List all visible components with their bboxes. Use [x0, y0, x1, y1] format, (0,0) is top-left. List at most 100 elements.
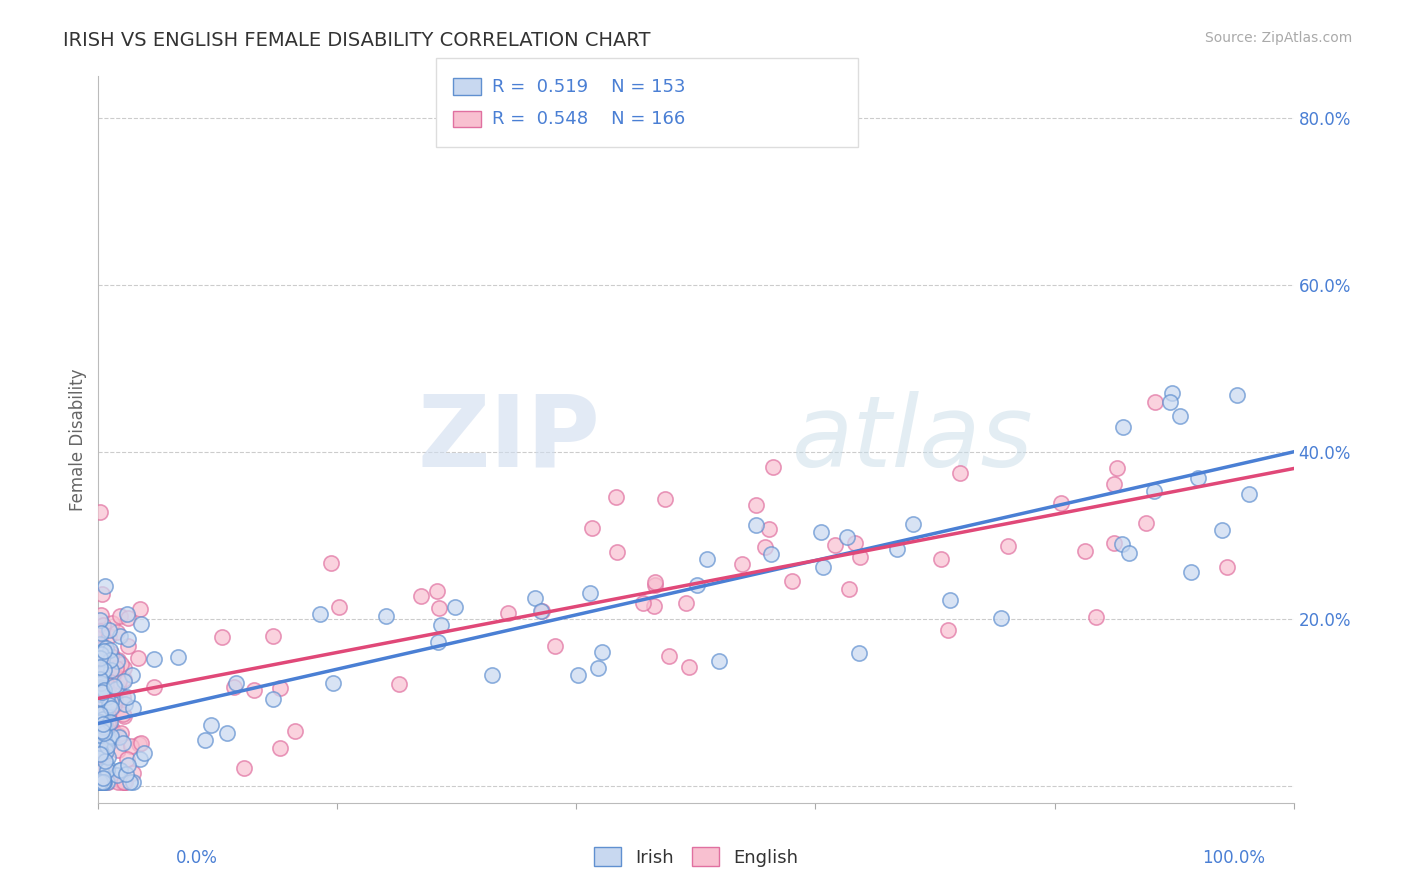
Point	[89, 677, 111, 691]
Point	[91, 665, 114, 680]
Point	[269, 741, 291, 756]
Point	[91, 685, 114, 699]
Point	[143, 652, 166, 666]
Point	[117, 611, 139, 625]
Point	[117, 632, 139, 647]
Point	[97, 668, 120, 682]
Point	[105, 681, 128, 696]
Point	[1135, 516, 1157, 530]
Point	[100, 663, 122, 677]
Point	[1104, 476, 1126, 491]
Point	[284, 724, 307, 739]
Point	[93, 771, 115, 785]
Point	[997, 539, 1019, 553]
Text: Source: ZipAtlas.com: Source: ZipAtlas.com	[1205, 31, 1353, 45]
Point	[89, 775, 111, 789]
Point	[675, 596, 697, 610]
Point	[89, 706, 111, 721]
Point	[591, 644, 613, 658]
Point	[929, 551, 952, 566]
Point	[215, 726, 238, 740]
Point	[107, 775, 129, 789]
Point	[308, 607, 330, 622]
Point	[90, 761, 112, 775]
Point	[129, 736, 152, 750]
Point	[89, 775, 111, 789]
Point	[93, 672, 115, 686]
Point	[94, 578, 117, 592]
Point	[936, 624, 959, 638]
Point	[96, 690, 118, 705]
Point	[1225, 388, 1247, 402]
Point	[101, 723, 124, 737]
Point	[97, 698, 120, 712]
Point	[98, 714, 121, 728]
Point	[643, 599, 665, 614]
Point	[731, 557, 754, 571]
Point	[269, 681, 291, 695]
Point	[91, 684, 114, 698]
Point	[233, 761, 256, 775]
Point	[686, 578, 709, 592]
Point	[89, 723, 111, 737]
Point	[89, 775, 111, 789]
Point	[98, 623, 121, 637]
Point	[1159, 394, 1181, 409]
Point	[110, 763, 132, 777]
Point	[388, 676, 411, 690]
Point	[121, 668, 143, 682]
Point	[90, 681, 112, 696]
Point	[89, 682, 111, 697]
Point	[89, 657, 111, 672]
Point	[579, 586, 602, 600]
Point	[811, 559, 834, 574]
Point	[328, 600, 350, 615]
Point	[104, 661, 127, 675]
Point	[89, 624, 111, 639]
Point	[100, 648, 122, 663]
Point	[91, 748, 114, 763]
Point	[91, 681, 114, 696]
Point	[115, 752, 138, 766]
Point	[94, 714, 117, 728]
Point	[98, 714, 121, 729]
Point	[89, 736, 111, 750]
Point	[89, 775, 111, 789]
Point	[107, 673, 129, 688]
Point	[105, 624, 128, 639]
Point	[1187, 470, 1209, 484]
Point	[93, 716, 115, 731]
Point	[89, 721, 111, 735]
Point	[844, 536, 866, 550]
Point	[90, 682, 112, 697]
Point	[94, 744, 117, 758]
Text: 100.0%: 100.0%	[1202, 849, 1265, 867]
Point	[89, 775, 111, 789]
Point	[89, 681, 111, 695]
Point	[122, 700, 145, 714]
Point	[100, 729, 122, 743]
Point	[103, 667, 125, 681]
Point	[89, 775, 111, 789]
Point	[91, 698, 114, 713]
Point	[758, 522, 780, 536]
Point	[193, 733, 215, 747]
Point	[211, 630, 233, 644]
Point	[810, 525, 832, 540]
Point	[1107, 461, 1129, 475]
Point	[91, 618, 114, 632]
Point	[94, 741, 117, 756]
Point	[91, 775, 114, 789]
Point	[129, 616, 152, 631]
Point	[107, 728, 129, 742]
Point	[93, 661, 115, 675]
Point	[117, 640, 139, 654]
Point	[91, 667, 114, 681]
Point	[903, 517, 925, 532]
Point	[90, 706, 112, 721]
Point	[744, 518, 766, 533]
Point	[886, 542, 908, 557]
Point	[110, 726, 132, 740]
Point	[114, 775, 136, 789]
Point	[110, 657, 132, 671]
